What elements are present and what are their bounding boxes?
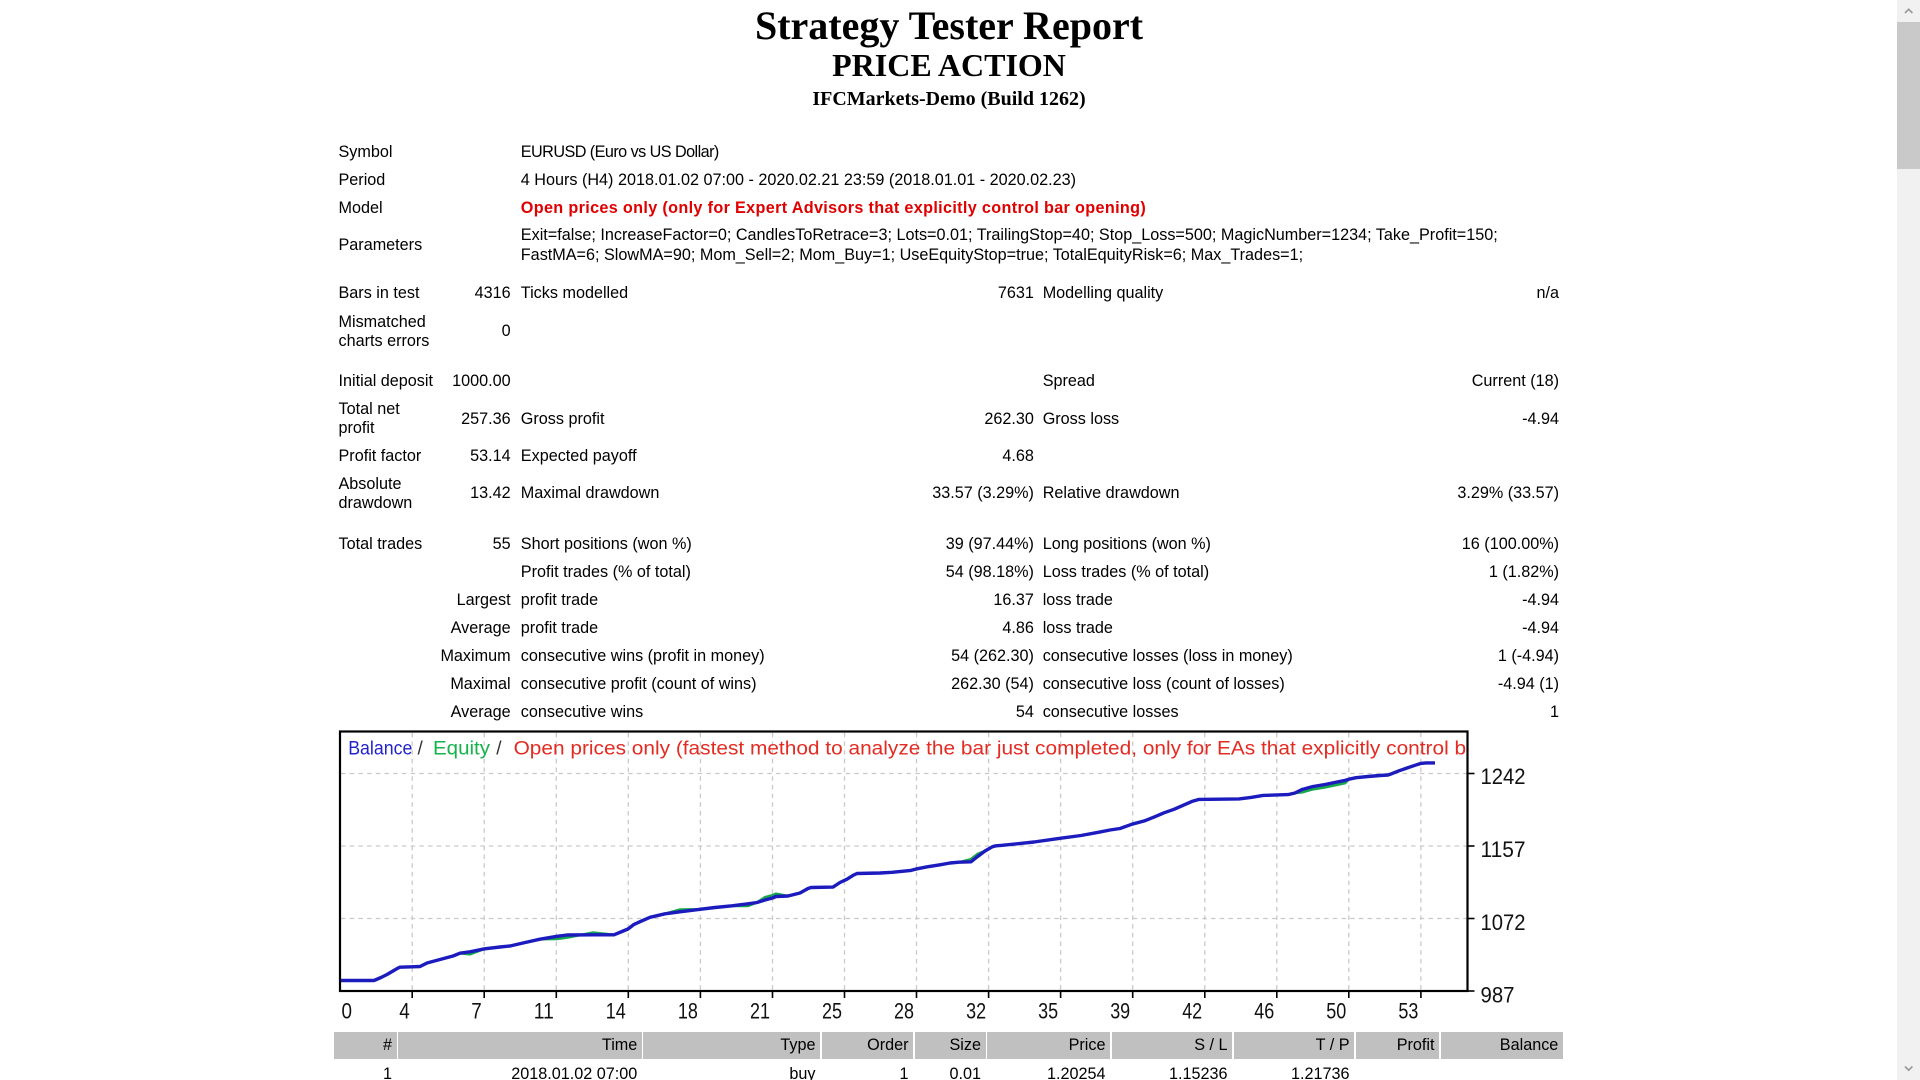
svg-text:11: 11	[534, 999, 554, 1024]
svg-text:Balance/Equity/Open prices onl: Balance / Equity / Open prices only (fastest…	[348, 739, 1571, 760]
svg-text:1072: 1072	[1481, 910, 1526, 935]
svg-text:0: 0	[342, 999, 353, 1024]
svg-text:39: 39	[1110, 999, 1130, 1024]
svg-text:7: 7	[471, 999, 482, 1024]
svg-text:32: 32	[966, 999, 986, 1024]
svg-text:35: 35	[1038, 999, 1058, 1024]
svg-text:987: 987	[1481, 983, 1515, 1008]
svg-text:46: 46	[1254, 999, 1274, 1024]
svg-text:28: 28	[894, 999, 914, 1024]
svg-text:42: 42	[1182, 999, 1202, 1024]
svg-text:50: 50	[1326, 999, 1346, 1024]
svg-text:25: 25	[822, 999, 842, 1024]
svg-text:53: 53	[1398, 999, 1418, 1024]
svg-text:21: 21	[750, 999, 770, 1024]
svg-text:18: 18	[678, 999, 698, 1024]
svg-text:1157: 1157	[1481, 837, 1526, 862]
svg-text:14: 14	[606, 999, 626, 1024]
svg-text:4: 4	[399, 999, 410, 1024]
svg-text:1242: 1242	[1481, 764, 1526, 789]
